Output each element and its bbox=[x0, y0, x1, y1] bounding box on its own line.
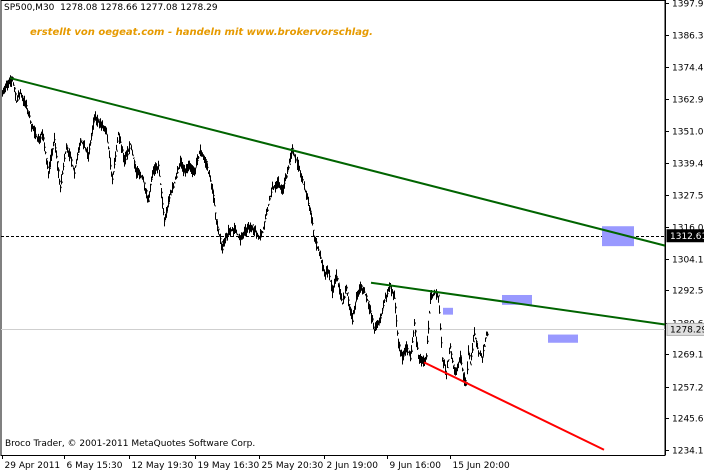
trendline-lower bbox=[423, 361, 605, 451]
x-tick-label: 19 May 16:30 bbox=[198, 461, 260, 471]
x-tick-label: 25 May 20:30 bbox=[262, 461, 324, 471]
price-label-box bbox=[666, 229, 704, 243]
y-tick-label: 1339.45 bbox=[672, 160, 704, 170]
y-tick-label: 1304.10 bbox=[672, 256, 704, 266]
watermark-text: erstellt von oegeat.com - handeln mit ww… bbox=[30, 27, 373, 38]
target-zone bbox=[502, 294, 532, 305]
trendline-middle bbox=[370, 281, 666, 326]
target-zone bbox=[548, 334, 578, 343]
copyright-text: Broco Trader, © 2001-2011 MetaQuotes Sof… bbox=[5, 439, 256, 449]
y-tick-label: 1234.10 bbox=[672, 447, 704, 457]
x-tick-label: 15 Jun 20:00 bbox=[453, 461, 510, 471]
x-tick-label: 9 Jun 16:00 bbox=[390, 461, 442, 471]
x-tick-label: 6 May 15:30 bbox=[67, 461, 123, 471]
y-tick-label: 1397.90 bbox=[672, 0, 704, 10]
x-tick-label: 12 May 19:30 bbox=[132, 461, 194, 471]
price-label-box bbox=[666, 322, 704, 336]
plot-frame bbox=[0, 0, 666, 456]
target-zone bbox=[443, 307, 453, 315]
y-tick-label: 1257.20 bbox=[672, 384, 704, 394]
trendline-upper bbox=[9, 77, 666, 247]
y-tick-label: 1327.55 bbox=[672, 192, 704, 202]
y-tick-label: 1316.00 bbox=[672, 224, 704, 234]
price-label: 1278.29 bbox=[670, 325, 704, 335]
price-label: 1312.61 bbox=[670, 232, 704, 242]
x-tick-label: 2 Jun 19:00 bbox=[327, 461, 379, 471]
symbol-header: SP500,M30 1278.08 1278.66 1277.08 1278.2… bbox=[4, 3, 218, 13]
y-tick-label: 1292.55 bbox=[672, 287, 704, 297]
y-tick-label: 1269.10 bbox=[672, 351, 704, 361]
price-series bbox=[2, 75, 489, 387]
y-tick-label: 1351.00 bbox=[672, 128, 704, 138]
y-tick-label: 1386.35 bbox=[672, 32, 704, 42]
x-tick-label: 29 Apr 2011 bbox=[5, 461, 61, 471]
y-tick-label: 1362.90 bbox=[672, 96, 704, 106]
y-tick-label: 1374.45 bbox=[672, 64, 704, 74]
y-tick-label: 1245.65 bbox=[672, 415, 704, 425]
